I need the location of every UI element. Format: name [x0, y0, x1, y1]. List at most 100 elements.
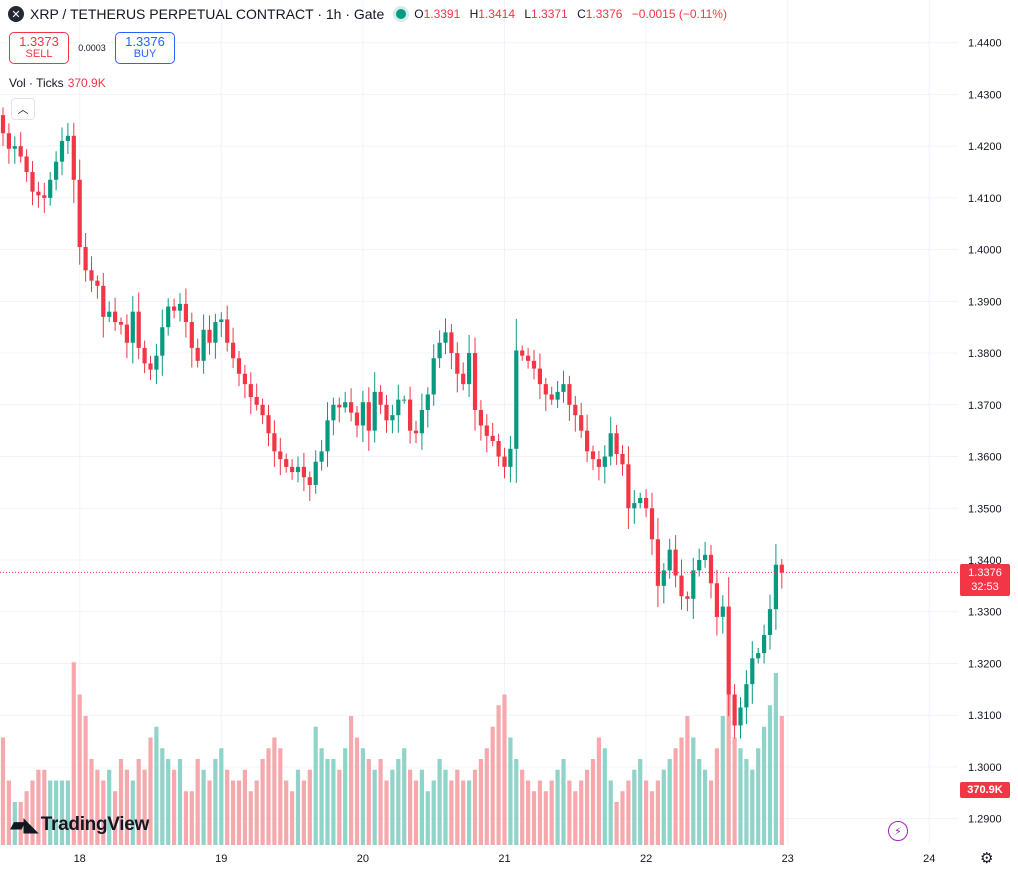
- price-tick-label: 1.4100: [968, 193, 1002, 205]
- volume-bar: [231, 780, 236, 845]
- volume-bar: [331, 759, 336, 845]
- volume-bar: [549, 780, 554, 845]
- volume-bar: [6, 780, 11, 845]
- volume-bar: [738, 748, 743, 845]
- candle-body: [48, 179, 53, 198]
- candle-body: [472, 353, 478, 410]
- candle-body: [225, 319, 230, 343]
- volume-bar: [626, 780, 631, 845]
- volume-legend[interactable]: Vol · Ticks 370.9K: [9, 76, 106, 90]
- candle-body: [455, 353, 460, 374]
- volume-bar: [579, 780, 584, 845]
- ohlc-legend: O1.3391 H1.3414 L1.3371 C1.3376 −0.0015 …: [414, 7, 727, 21]
- volume-bar: [455, 769, 460, 845]
- volume-bar: [278, 748, 283, 845]
- market-status-icon[interactable]: [396, 9, 407, 19]
- price-tick-label: 1.3300: [968, 607, 1002, 619]
- candle-body: [307, 477, 312, 485]
- volume-bar: [142, 769, 147, 845]
- candle-body: [71, 135, 76, 180]
- volume-bar: [756, 748, 761, 845]
- spread-value: 0.0003: [78, 43, 106, 53]
- volume-bar: [118, 759, 124, 845]
- volume-bar: [225, 769, 230, 845]
- chevron-up-icon: ︿: [17, 104, 29, 116]
- volume-bar: [561, 759, 566, 845]
- volume-bar: [12, 802, 17, 845]
- buy-button[interactable]: 1.3376 BUY: [115, 32, 175, 64]
- time-axis[interactable]: 18 19 20 21 22 23 24: [74, 853, 936, 865]
- price-tick-label: 1.4400: [968, 38, 1002, 50]
- volume-bar: [620, 791, 625, 845]
- candle-body: [231, 342, 236, 359]
- volume-bar: [337, 769, 342, 845]
- collapse-legend-button[interactable]: ︿: [11, 98, 35, 120]
- volume-bar: [703, 769, 708, 845]
- candle-body: [767, 609, 773, 636]
- candle-body: [6, 133, 11, 149]
- volume-bar: [461, 780, 466, 845]
- volume-bar: [431, 780, 436, 845]
- volume-bar: [71, 662, 76, 845]
- volume-bar: [638, 759, 643, 845]
- tradingview-logo[interactable]: ▰◣ TradingView: [10, 813, 150, 837]
- candle-body: [325, 420, 330, 452]
- candle-body: [644, 497, 649, 509]
- candle-body: [744, 684, 749, 708]
- volume-bar: [402, 748, 407, 845]
- time-tick-label: 20: [357, 853, 369, 865]
- symbol-title[interactable]: XRP / TETHERUS PERPETUAL CONTRACT · 1h ·…: [30, 6, 385, 22]
- candle-body: [461, 373, 466, 385]
- gear-icon[interactable]: ⚙: [980, 850, 994, 867]
- volume-bar: [59, 780, 65, 845]
- candle-body: [207, 329, 212, 343]
- flash-icon[interactable]: ⚡: [888, 821, 908, 841]
- candle-body: [284, 459, 289, 467]
- volume-bar: [585, 769, 590, 845]
- candle-body: [278, 451, 283, 460]
- volume-bar: [136, 759, 141, 845]
- candle-body: [30, 172, 35, 192]
- volume-bar: [467, 780, 472, 845]
- volume-bar: [213, 759, 218, 845]
- candle-body: [632, 503, 637, 509]
- candle-body: [189, 322, 194, 348]
- candle-body: [36, 191, 41, 196]
- sell-button[interactable]: 1.3373 SELL: [9, 32, 69, 64]
- volume-bar: [36, 769, 41, 845]
- price-tick-label: 1.3800: [968, 348, 1002, 360]
- candle-body: [478, 409, 483, 426]
- candle-body: [590, 451, 596, 460]
- volume-bar: [697, 759, 702, 845]
- price-axis[interactable]: 1.4400 1.4300 1.4200 1.4100 1.4000 1.3900 1.38…: [968, 38, 1002, 826]
- candle-body: [101, 285, 106, 317]
- candle-body: [124, 324, 129, 343]
- candle-body: [65, 135, 70, 141]
- volume-bar: [679, 737, 684, 845]
- candle-body: [573, 404, 578, 416]
- volume-bar: [590, 759, 596, 845]
- volume-bar: [113, 791, 118, 845]
- candle-body: [726, 606, 731, 695]
- volume-bar: [319, 748, 324, 845]
- price-tick-label: 1.4000: [968, 245, 1002, 257]
- candle-body: [219, 319, 224, 323]
- volume-bar: [443, 769, 448, 845]
- grid-lines: [0, 0, 958, 845]
- candle-body: [183, 303, 188, 323]
- volume-bar: [419, 769, 424, 845]
- volume-bar: [750, 769, 755, 845]
- volume-bar: [54, 780, 59, 845]
- candle-body: [773, 564, 778, 610]
- candle-body: [608, 433, 613, 457]
- candle-body: [408, 399, 413, 431]
- candle-body: [148, 363, 153, 370]
- candle-body: [0, 115, 6, 134]
- candle-body: [596, 459, 601, 467]
- candle-body: [555, 391, 560, 400]
- volume-bar: [124, 769, 129, 845]
- volume-bar: [437, 759, 442, 845]
- price-tick-label: 1.3600: [968, 452, 1002, 464]
- volume-bar: [531, 791, 537, 845]
